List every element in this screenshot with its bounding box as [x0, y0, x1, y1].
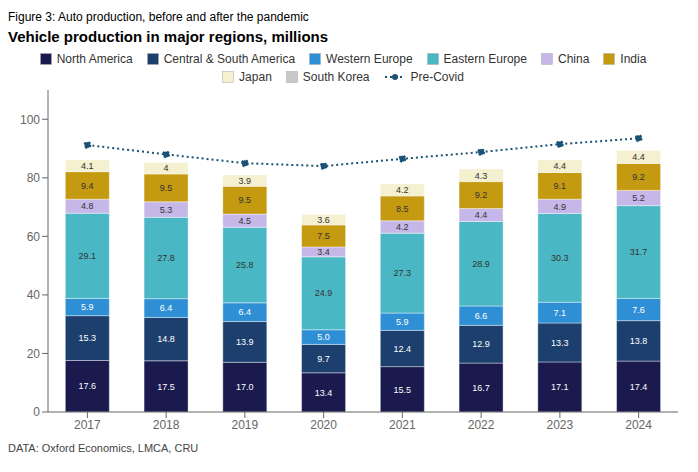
html-text:China: China: [558, 52, 590, 66]
svg-text:4.3: 4.3: [475, 171, 488, 181]
svg-text:2022: 2022: [468, 418, 495, 432]
svg-text:5.9: 5.9: [396, 317, 409, 327]
html-text:DATA: Oxford Economics, LMCA,: DATA: Oxford Economics, LMCA, CRU: [8, 442, 199, 454]
svg-text:4.8: 4.8: [81, 201, 94, 211]
svg-text:2023: 2023: [547, 418, 574, 432]
svg-text:9.4: 9.4: [81, 181, 94, 191]
svg-text:20: 20: [27, 347, 41, 361]
svg-text:17.0: 17.0: [236, 382, 254, 392]
svg-text:16.7: 16.7: [472, 383, 490, 393]
svg-text:60: 60: [27, 230, 41, 244]
svg-text:24.9: 24.9: [315, 288, 333, 298]
svg-text:17.4: 17.4: [630, 382, 648, 392]
svg-text:5.2: 5.2: [632, 193, 645, 203]
svg-text:7.6: 7.6: [632, 305, 645, 315]
svg-text:27.8: 27.8: [157, 253, 175, 263]
svg-text:27.3: 27.3: [394, 268, 412, 278]
svg-text:2019: 2019: [232, 418, 259, 432]
svg-text:2021: 2021: [389, 418, 416, 432]
svg-text:28.9: 28.9: [472, 259, 490, 269]
svg-text:4.4: 4.4: [554, 161, 567, 171]
svg-text:40: 40: [27, 288, 41, 302]
svg-text:3.6: 3.6: [317, 215, 330, 225]
svg-text:14.8: 14.8: [157, 334, 175, 344]
svg-text:80: 80: [27, 171, 41, 185]
svg-text:2024: 2024: [625, 418, 652, 432]
svg-text:4.4: 4.4: [475, 210, 488, 220]
svg-text:25.8: 25.8: [236, 260, 254, 270]
html-text:Central & South America: Central & South America: [163, 52, 296, 66]
svg-text:9.7: 9.7: [317, 354, 330, 364]
svg-text:6.6: 6.6: [475, 311, 488, 321]
html-text:Pre-Covid: Pre-Covid: [410, 70, 464, 84]
html-text:Western Europe: Western Europe: [326, 52, 413, 66]
svg-text:17.6: 17.6: [79, 381, 97, 391]
html-text:South Korea: South Korea: [302, 70, 370, 84]
html-text:Eastern Europe: Eastern Europe: [443, 52, 527, 66]
svg-text:12.9: 12.9: [472, 339, 490, 349]
svg-text:6.4: 6.4: [239, 307, 252, 317]
svg-text:4.2: 4.2: [396, 185, 409, 195]
svg-text:4.2: 4.2: [396, 222, 409, 232]
svg-text:13.4: 13.4: [315, 388, 333, 398]
svg-text:4.5: 4.5: [239, 216, 252, 226]
svg-text:30.3: 30.3: [551, 253, 569, 263]
html-text:Vehicle production in major re: Vehicle production in major regions, mil…: [8, 28, 329, 45]
svg-text:2018: 2018: [153, 418, 180, 432]
svg-text:9.5: 9.5: [239, 195, 252, 205]
svg-text:100: 100: [20, 113, 40, 127]
svg-text:13.9: 13.9: [236, 337, 254, 347]
svg-text:15.3: 15.3: [79, 333, 97, 343]
svg-text:2020: 2020: [310, 418, 337, 432]
svg-text:5.9: 5.9: [81, 302, 94, 312]
svg-text:9.1: 9.1: [554, 181, 567, 191]
svg-text:4.1: 4.1: [81, 161, 94, 171]
svg-text:4.9: 4.9: [554, 202, 567, 212]
svg-text:5.3: 5.3: [160, 205, 173, 215]
svg-text:12.4: 12.4: [394, 344, 412, 354]
svg-text:15.5: 15.5: [394, 385, 412, 395]
svg-text:7.1: 7.1: [554, 308, 567, 318]
html-text:North America: North America: [56, 52, 133, 66]
svg-text:0: 0: [33, 405, 40, 419]
svg-text:17.5: 17.5: [157, 382, 175, 392]
svg-text:8.5: 8.5: [396, 204, 409, 214]
svg-text:9.2: 9.2: [632, 172, 645, 182]
svg-text:9.5: 9.5: [160, 183, 173, 193]
svg-text:13.8: 13.8: [630, 336, 648, 346]
svg-text:2017: 2017: [74, 418, 101, 432]
html-text:India: India: [620, 52, 647, 66]
svg-text:9.2: 9.2: [475, 190, 488, 200]
svg-text:31.7: 31.7: [630, 247, 648, 257]
svg-text:6.4: 6.4: [160, 303, 173, 313]
svg-text:4: 4: [164, 163, 169, 173]
svg-text:7.5: 7.5: [317, 231, 330, 241]
svg-text:4.4: 4.4: [632, 152, 645, 162]
svg-text:29.1: 29.1: [79, 251, 97, 261]
svg-text:3.9: 3.9: [239, 176, 252, 186]
svg-text:3.4: 3.4: [317, 247, 330, 257]
html-text:Figure 3: Auto production, bef: Figure 3: Auto production, before and af…: [8, 10, 309, 24]
svg-text:17.1: 17.1: [551, 382, 569, 392]
svg-text:5.0: 5.0: [317, 332, 330, 342]
html-text:Japan: Japan: [239, 70, 272, 84]
svg-text:13.3: 13.3: [551, 338, 569, 348]
